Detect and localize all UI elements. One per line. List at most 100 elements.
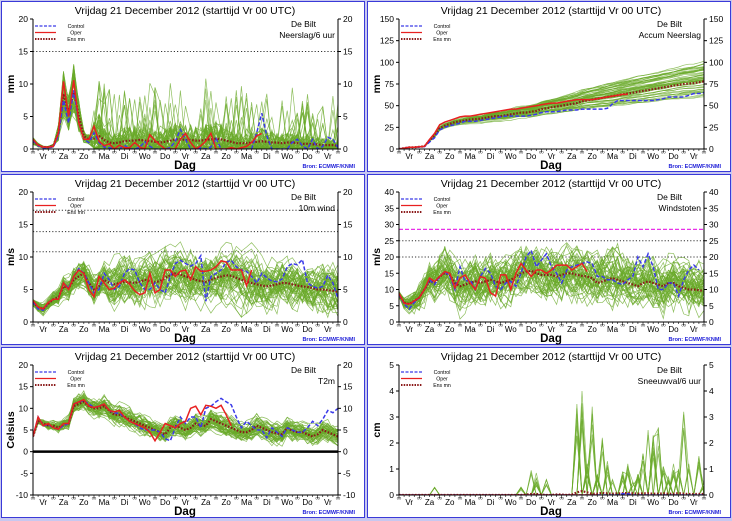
- x-day-label: Zo: [79, 152, 89, 161]
- x-day-label: Di: [487, 498, 495, 507]
- x-day-label: Wo: [647, 498, 659, 507]
- x-day-label: Di: [263, 152, 271, 161]
- x-tick-marker: 00: [51, 150, 56, 155]
- subtitle-label: Windstoten: [658, 203, 701, 213]
- y-tick-label: 25: [385, 236, 395, 246]
- x-day-label: Za: [425, 152, 435, 161]
- legend-label: Ens mn: [67, 383, 85, 389]
- legend-label: Oper: [436, 204, 448, 210]
- x-tick-marker: 00: [620, 496, 625, 501]
- ensemble-member-line: [399, 71, 704, 149]
- legend-label: Control: [434, 197, 451, 203]
- y-tick-label: 40: [385, 187, 395, 197]
- legend-label: Ens mn: [67, 37, 85, 43]
- x-tick-marker: 00: [437, 323, 442, 328]
- x-day-label: Ma: [465, 152, 477, 161]
- ensemble-member-line: [33, 250, 338, 309]
- x-tick-marker: 00: [254, 496, 259, 501]
- x-tick-marker: 00: [539, 323, 544, 328]
- y-tick-label-right: 5: [343, 425, 348, 435]
- x-day-label: Vr: [324, 152, 332, 161]
- x-tick-marker: 00: [620, 323, 625, 328]
- x-tick-marker: 00: [702, 496, 707, 501]
- y-tick-label-right: 10: [343, 403, 353, 413]
- x-tick-marker: 00: [600, 150, 605, 155]
- legend-label: Ens mn: [67, 210, 85, 216]
- x-day-label: Za: [567, 152, 577, 161]
- x-tick-marker: 00: [681, 323, 686, 328]
- y-tick-label-right: 40: [709, 187, 719, 197]
- subtitle-label: Sneeuwval/6 uur: [638, 376, 701, 386]
- x-day-label: Wo: [505, 325, 517, 334]
- x-day-label: Ma: [607, 325, 619, 334]
- x-day-label: Zo: [221, 498, 231, 507]
- ensemble-member-line: [33, 261, 338, 311]
- plot-area: [399, 228, 704, 320]
- x-tick-marker: 00: [397, 323, 402, 328]
- ensemble-member-line: [33, 393, 338, 440]
- ensemble-member-line: [399, 457, 704, 495]
- legend-label: Ens mn: [433, 37, 451, 43]
- x-day-label: Vr: [548, 325, 556, 334]
- x-day-label: Vr: [405, 325, 413, 334]
- subtitle-label: Neerslag/6 uur: [279, 30, 335, 40]
- x-axis-label: Dag: [174, 506, 196, 518]
- x-day-label: Vr: [39, 498, 47, 507]
- panel-sneeuw: Vrijdag 21 December 2012 (starttijd Vr 0…: [367, 347, 731, 518]
- x-day-label: Zo: [221, 152, 231, 161]
- ensemble-member-line: [399, 406, 704, 495]
- y-tick-label: 0: [389, 317, 394, 327]
- x-day-label: Za: [201, 325, 211, 334]
- plot-area: [33, 209, 338, 319]
- x-tick-marker: 00: [51, 496, 56, 501]
- y-axis-label: mm: [371, 75, 383, 94]
- x-tick-marker: 00: [153, 496, 158, 501]
- x-tick-marker: 00: [397, 150, 402, 155]
- x-tick-marker: 00: [275, 323, 280, 328]
- x-tick-marker: 00: [458, 496, 463, 501]
- y-tick-label: 10: [19, 79, 29, 89]
- x-day-label: Ma: [465, 498, 477, 507]
- x-day-label: Za: [425, 498, 435, 507]
- y-tick-label: -5: [20, 468, 28, 478]
- x-tick-marker: 00: [641, 150, 646, 155]
- y-tick-label-right: 30: [709, 220, 719, 230]
- x-day-label: Vr: [182, 325, 190, 334]
- x-tick-marker: 00: [173, 150, 178, 155]
- y-tick-label: 25: [385, 122, 395, 132]
- x-day-label: Ma: [99, 325, 111, 334]
- x-day-label: Ma: [607, 498, 619, 507]
- x-tick-marker: 00: [580, 150, 585, 155]
- x-day-label: Vr: [405, 498, 413, 507]
- source-label: Bron: ECMWF/KNMI: [302, 164, 355, 170]
- subtitle-label: Accum Neerslag: [639, 30, 702, 40]
- x-tick-marker: 00: [478, 496, 483, 501]
- y-tick-label-right: 20: [343, 14, 353, 24]
- control-line: [33, 397, 338, 442]
- y-tick-label-right: 125: [709, 36, 723, 46]
- location-label: De Bilt: [657, 19, 683, 29]
- y-tick-label-right: 25: [709, 122, 719, 132]
- ensemble-member-line: [33, 250, 338, 310]
- x-day-label: Di: [487, 325, 495, 334]
- x-day-label: Wo: [505, 498, 517, 507]
- legend-label: Oper: [70, 204, 82, 210]
- x-day-label: Wo: [281, 325, 293, 334]
- y-tick-label: 100: [380, 57, 394, 67]
- x-day-label: Do: [668, 325, 679, 334]
- x-tick-marker: 00: [51, 323, 56, 328]
- panel-neerslag: Vrijdag 21 December 2012 (starttijd Vr 0…: [1, 1, 365, 172]
- y-tick-label-right: 0: [343, 317, 348, 327]
- x-day-label: Wo: [139, 325, 151, 334]
- x-day-label: Za: [59, 152, 69, 161]
- ensemble-member-line: [33, 242, 338, 313]
- ensemble-member-line: [399, 254, 704, 310]
- x-day-label: Wo: [281, 152, 293, 161]
- ensemble-member-line: [399, 91, 704, 149]
- legend-label: Control: [434, 24, 451, 30]
- y-tick-label: 10: [385, 285, 395, 295]
- x-tick-marker: 00: [519, 150, 524, 155]
- ensemble-member-line: [399, 390, 704, 495]
- legend-label: Oper: [436, 31, 448, 37]
